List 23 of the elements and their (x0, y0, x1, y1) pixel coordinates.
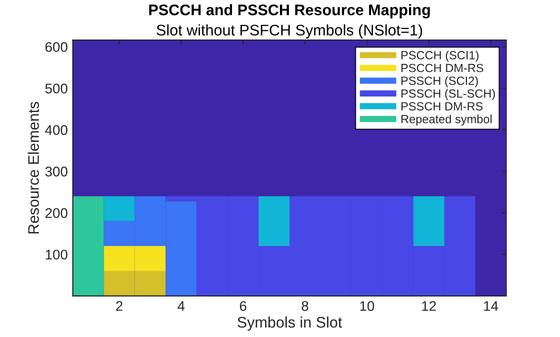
y-tick-label: 300 (45, 166, 68, 176)
x-tick-label: 6 (240, 301, 246, 311)
y-tick-label: 600 (45, 42, 68, 52)
y-tick-label: 400 (45, 125, 68, 135)
legend-label: Repeated symbol (401, 114, 492, 126)
y-tick-label: 500 (45, 84, 68, 94)
x-tick-label: 10 (360, 301, 374, 311)
y-tick-label: 100 (46, 250, 68, 260)
chart-subtitle: Slot without PSFCH Symbols (NSlot=1) (156, 24, 422, 39)
legend-label: PSCCH (SCI1) (401, 50, 478, 62)
x-tick-label: 8 (302, 301, 308, 311)
x-tick-label: 14 (484, 301, 498, 311)
legend-label: PSSCH (SCI2) (401, 76, 478, 88)
legend-label: PSSCH (SL-SCH) (401, 89, 495, 100)
y-tick-label: 200 (45, 208, 68, 218)
legend-label: PSCCH DM-RS (401, 64, 484, 72)
chart-title: PSCCH and PSSCH Resource Mapping (149, 4, 430, 18)
x-tick-label: 2 (116, 301, 122, 311)
y-axis-title: Resource Elements (28, 102, 39, 234)
x-tick-label: 4 (178, 301, 185, 311)
x-tick-label: 12 (422, 301, 436, 311)
x-axis-title: Symbols in Slot (238, 316, 342, 331)
legend-label: PSSCH DM-RS (401, 102, 483, 111)
